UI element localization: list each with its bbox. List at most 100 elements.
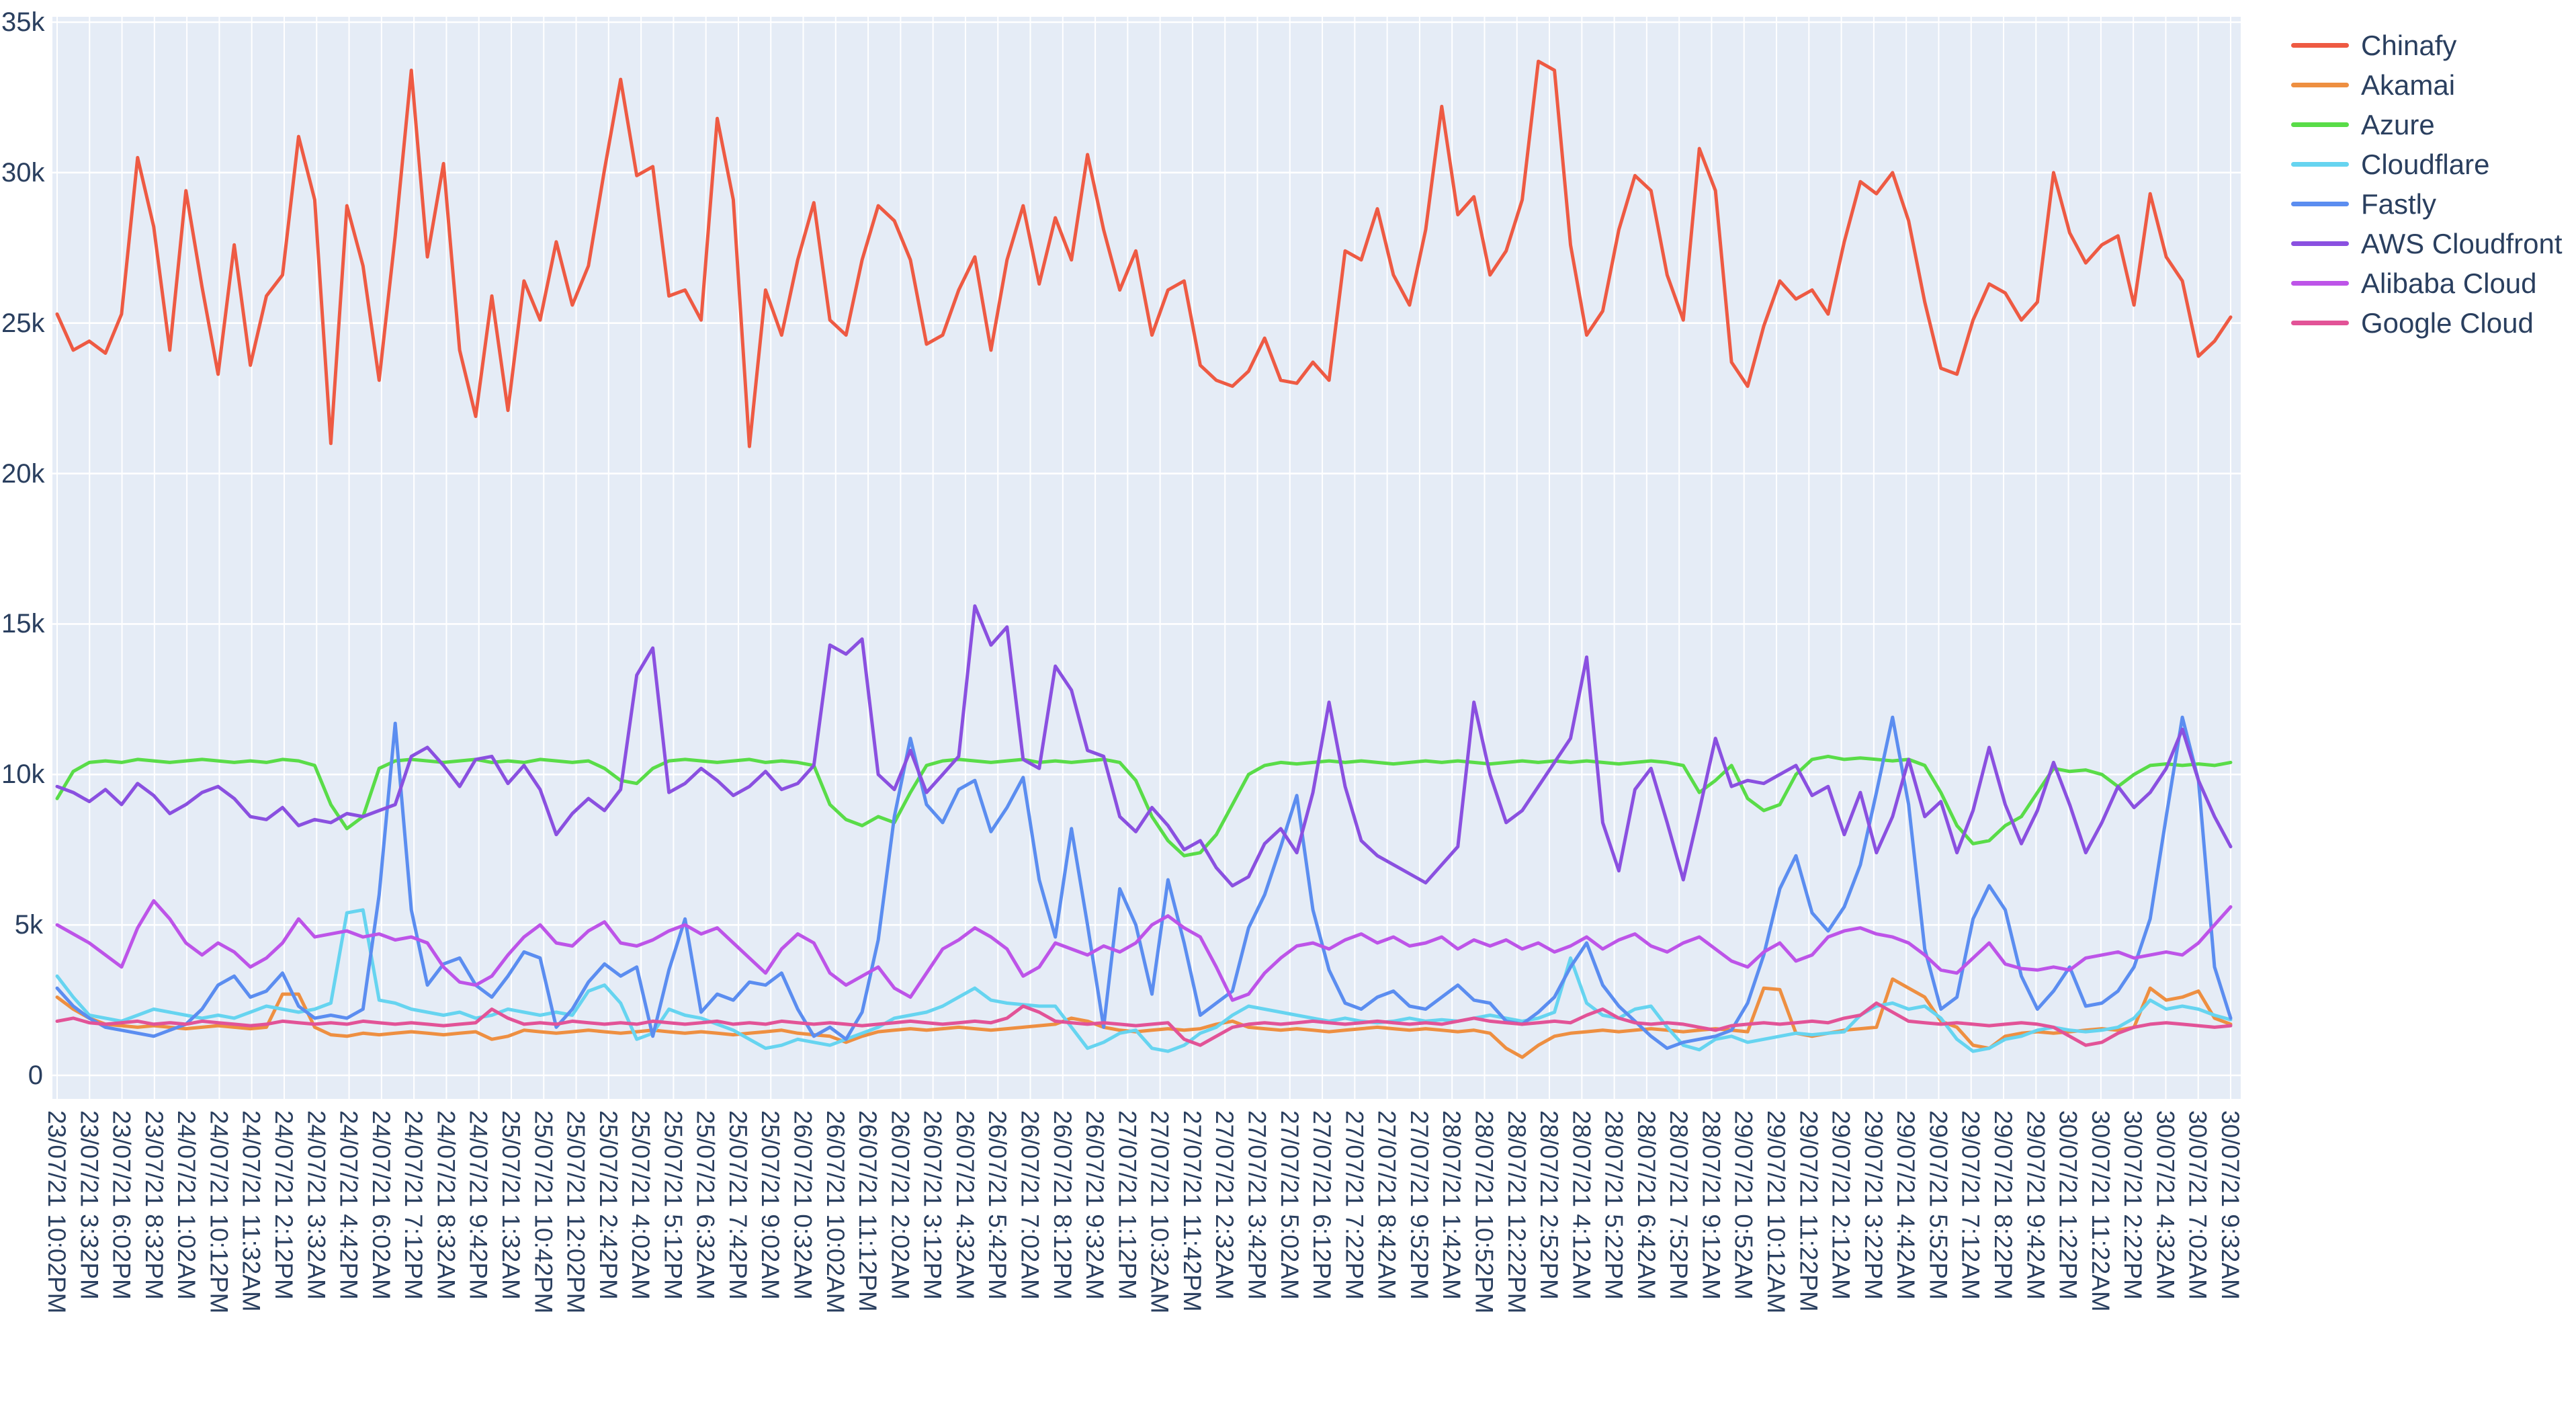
x-tick-label: 28/07/21 10:52PM xyxy=(1470,1110,1498,1314)
x-tick-label: 24/07/21 1:02AM xyxy=(173,1110,201,1300)
series-line-aws-cloudfront[interactable] xyxy=(55,604,2233,888)
x-tick-label: 29/07/21 7:12AM xyxy=(1957,1110,1985,1300)
x-tick-label: 24/07/21 8:32AM xyxy=(432,1110,460,1300)
x-tick-label: 29/07/21 10:12AM xyxy=(1762,1110,1791,1314)
x-tick-label: 26/07/21 9:32AM xyxy=(1081,1110,1109,1300)
x-tick-label: 26/07/21 8:12PM xyxy=(1048,1110,1076,1300)
legend-label: Akamai xyxy=(2361,69,2456,101)
legend-item-cloudflare[interactable]: Cloudflare xyxy=(2291,145,2563,184)
series-line-akamai[interactable] xyxy=(55,977,2233,1059)
legend-item-google-cloud[interactable]: Google Cloud xyxy=(2291,303,2563,343)
legend-swatch-icon xyxy=(2291,83,2349,87)
x-tick-label: 27/07/21 3:42PM xyxy=(1243,1110,1271,1300)
x-tick-label: 28/07/21 12:22PM xyxy=(1502,1110,1531,1314)
legend-swatch-icon xyxy=(2291,202,2349,206)
x-tick-label: 24/07/21 3:32AM xyxy=(302,1110,331,1300)
x-tick-label: 26/07/21 0:32AM xyxy=(789,1110,817,1300)
x-tick-label: 29/07/21 2:12AM xyxy=(1827,1110,1855,1300)
x-tick-label: 30/07/21 1:22PM xyxy=(2054,1110,2082,1300)
x-tick-label: 25/07/21 9:02AM xyxy=(757,1110,785,1300)
series-line-chinafy[interactable] xyxy=(55,59,2233,448)
x-tick-label: 28/07/21 5:22PM xyxy=(1600,1110,1628,1300)
x-tick-label: 24/07/21 10:12PM xyxy=(205,1110,233,1314)
x-tick-label: 27/07/21 5:02AM xyxy=(1275,1110,1303,1300)
x-tick-label: 29/07/21 9:42AM xyxy=(2022,1110,2050,1300)
series-line-google-cloud[interactable] xyxy=(55,1001,2233,1047)
legend-item-chinafy[interactable]: Chinafy xyxy=(2291,26,2563,65)
legend-swatch-icon xyxy=(2291,43,2349,48)
x-tick-label: 30/07/21 4:32AM xyxy=(2151,1110,2180,1300)
x-tick-label: 30/07/21 9:32AM xyxy=(2217,1110,2244,1300)
x-tick-label: 26/07/21 4:32AM xyxy=(951,1110,979,1300)
x-tick-label: 29/07/21 8:22PM xyxy=(1989,1110,2017,1300)
y-tick-label: 10k xyxy=(1,759,45,790)
x-tick-label: 28/07/21 4:12AM xyxy=(1568,1110,1596,1300)
legend-item-alibaba-cloud[interactable]: Alibaba Cloud xyxy=(2291,263,2563,303)
x-tick-label: 28/07/21 6:42AM xyxy=(1632,1110,1660,1300)
x-tick-label: 28/07/21 1:42AM xyxy=(1438,1110,1466,1300)
y-tick-label: 35k xyxy=(1,7,45,37)
x-tick-label: 27/07/21 6:12PM xyxy=(1308,1110,1336,1300)
x-tick-label: 27/07/21 9:52PM xyxy=(1405,1110,1433,1300)
x-tick-label: 28/07/21 7:52PM xyxy=(1665,1110,1693,1300)
legend-label: Alibaba Cloud xyxy=(2361,267,2537,299)
x-tick-label: 27/07/21 2:32AM xyxy=(1211,1110,1239,1300)
x-tick-label: 25/07/21 12:02PM xyxy=(562,1110,590,1314)
series-line-azure[interactable] xyxy=(55,754,2233,858)
legend-item-akamai[interactable]: Akamai xyxy=(2291,65,2563,105)
legend-label: Fastly xyxy=(2361,188,2437,220)
x-tick-label: 23/07/21 10:02PM xyxy=(43,1110,71,1314)
x-tick-label: 25/07/21 10:42PM xyxy=(529,1110,558,1314)
legend-swatch-icon xyxy=(2291,162,2349,167)
x-tick-label: 25/07/21 2:42PM xyxy=(594,1110,622,1300)
y-tick-label: 25k xyxy=(1,308,45,338)
legend-swatch-icon xyxy=(2291,122,2349,127)
y-tick-label: 15k xyxy=(1,609,45,639)
series-line-alibaba-cloud[interactable] xyxy=(55,899,2233,1002)
x-tick-label: 23/07/21 3:32PM xyxy=(75,1110,103,1300)
x-tick-label: 26/07/21 10:02AM xyxy=(821,1110,849,1314)
x-tick-label: 28/07/21 9:12AM xyxy=(1697,1110,1725,1300)
x-tick-label: 29/07/21 4:42AM xyxy=(1892,1110,1920,1300)
x-tick-label: 30/07/21 2:22PM xyxy=(2119,1110,2147,1300)
x-tick-label: 24/07/21 9:42PM xyxy=(464,1110,492,1300)
legend-swatch-icon xyxy=(2291,281,2349,286)
x-tick-label: 27/07/21 8:42AM xyxy=(1373,1110,1401,1300)
legend-item-azure[interactable]: Azure xyxy=(2291,105,2563,145)
legend-swatch-icon xyxy=(2291,241,2349,246)
x-tick-label: 27/07/21 7:22PM xyxy=(1340,1110,1369,1300)
x-tick-label: 26/07/21 2:02AM xyxy=(886,1110,914,1300)
legend-swatch-icon xyxy=(2291,321,2349,325)
x-tick-label: 30/07/21 7:02AM xyxy=(2184,1110,2212,1300)
x-tick-label: 24/07/21 6:02AM xyxy=(367,1110,395,1300)
legend-label: Chinafy xyxy=(2361,29,2457,61)
x-tick-label: 25/07/21 1:32AM xyxy=(497,1110,525,1300)
y-tick-label: 20k xyxy=(1,458,45,489)
x-tick-label: 29/07/21 0:52AM xyxy=(1729,1110,1758,1300)
legend-item-fastly[interactable]: Fastly xyxy=(2291,184,2563,224)
legend-label: Azure xyxy=(2361,108,2435,140)
plot-area[interactable] xyxy=(52,17,2241,1099)
legend: Chinafy Akamai Azure Cloudflare Fastly AWS Cl… xyxy=(2291,26,2563,343)
x-tick-label: 29/07/21 3:22PM xyxy=(1859,1110,1887,1300)
y-tick-label: 5k xyxy=(14,910,43,940)
x-tick-label: 25/07/21 4:02AM xyxy=(627,1110,655,1300)
x-tick-label: 24/07/21 7:12PM xyxy=(400,1110,428,1300)
x-tick-label: 29/07/21 11:22PM xyxy=(1795,1110,1823,1312)
x-tick-label: 26/07/21 11:12PM xyxy=(854,1110,882,1312)
legend-item-aws-cloudfront[interactable]: AWS Cloudfront xyxy=(2291,224,2563,263)
x-tick-label: 26/07/21 5:42PM xyxy=(984,1110,1012,1300)
y-tick-label: 0 xyxy=(28,1061,43,1090)
x-tick-label: 23/07/21 8:32PM xyxy=(140,1110,168,1300)
legend-label: Cloudflare xyxy=(2361,148,2490,180)
legend-label: Google Cloud xyxy=(2361,306,2534,339)
x-tick-label: 27/07/21 10:32AM xyxy=(1146,1110,1174,1314)
x-tick-label: 24/07/21 4:42PM xyxy=(335,1110,363,1300)
x-tick-label: 25/07/21 5:12PM xyxy=(659,1110,687,1300)
x-tick-label: 25/07/21 6:32AM xyxy=(691,1110,720,1300)
x-tick-label: 24/07/21 2:12PM xyxy=(269,1110,298,1300)
y-tick-label: 30k xyxy=(1,157,45,188)
x-tick-label: 25/07/21 7:42PM xyxy=(724,1110,752,1300)
